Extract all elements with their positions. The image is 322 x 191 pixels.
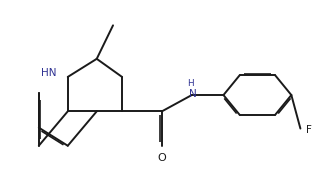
Text: N: N — [189, 89, 196, 99]
Text: H: H — [187, 79, 193, 88]
Text: HN: HN — [42, 68, 57, 78]
Text: F: F — [306, 125, 312, 135]
Text: O: O — [157, 153, 166, 163]
